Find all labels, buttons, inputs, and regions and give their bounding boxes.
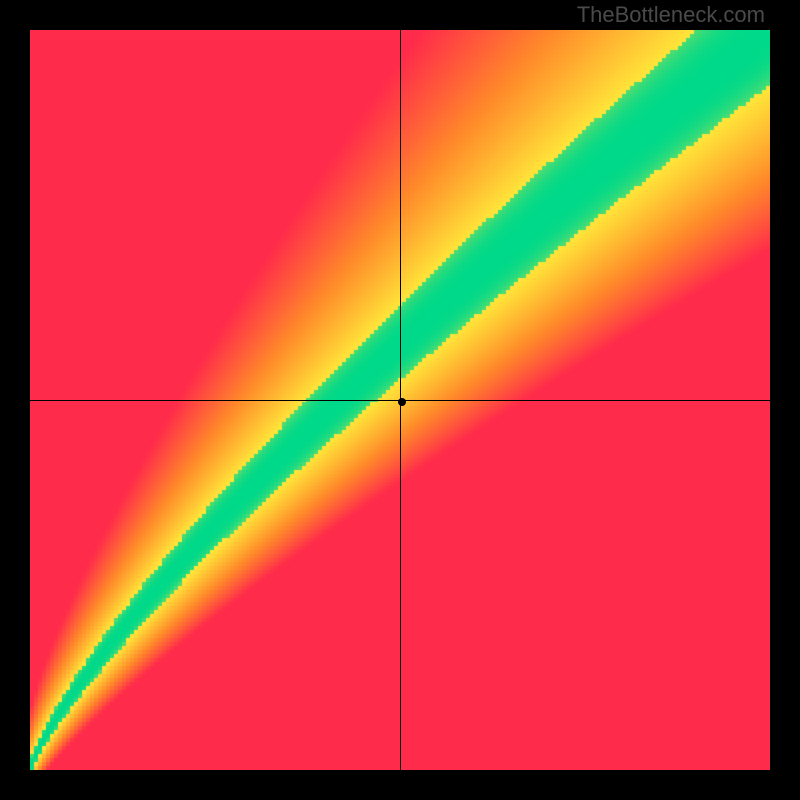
watermark-text: TheBottleneck.com [577, 2, 765, 28]
plot-area [30, 30, 770, 770]
chart-outer-frame: TheBottleneck.com [0, 0, 800, 800]
data-point-marker [398, 398, 406, 406]
